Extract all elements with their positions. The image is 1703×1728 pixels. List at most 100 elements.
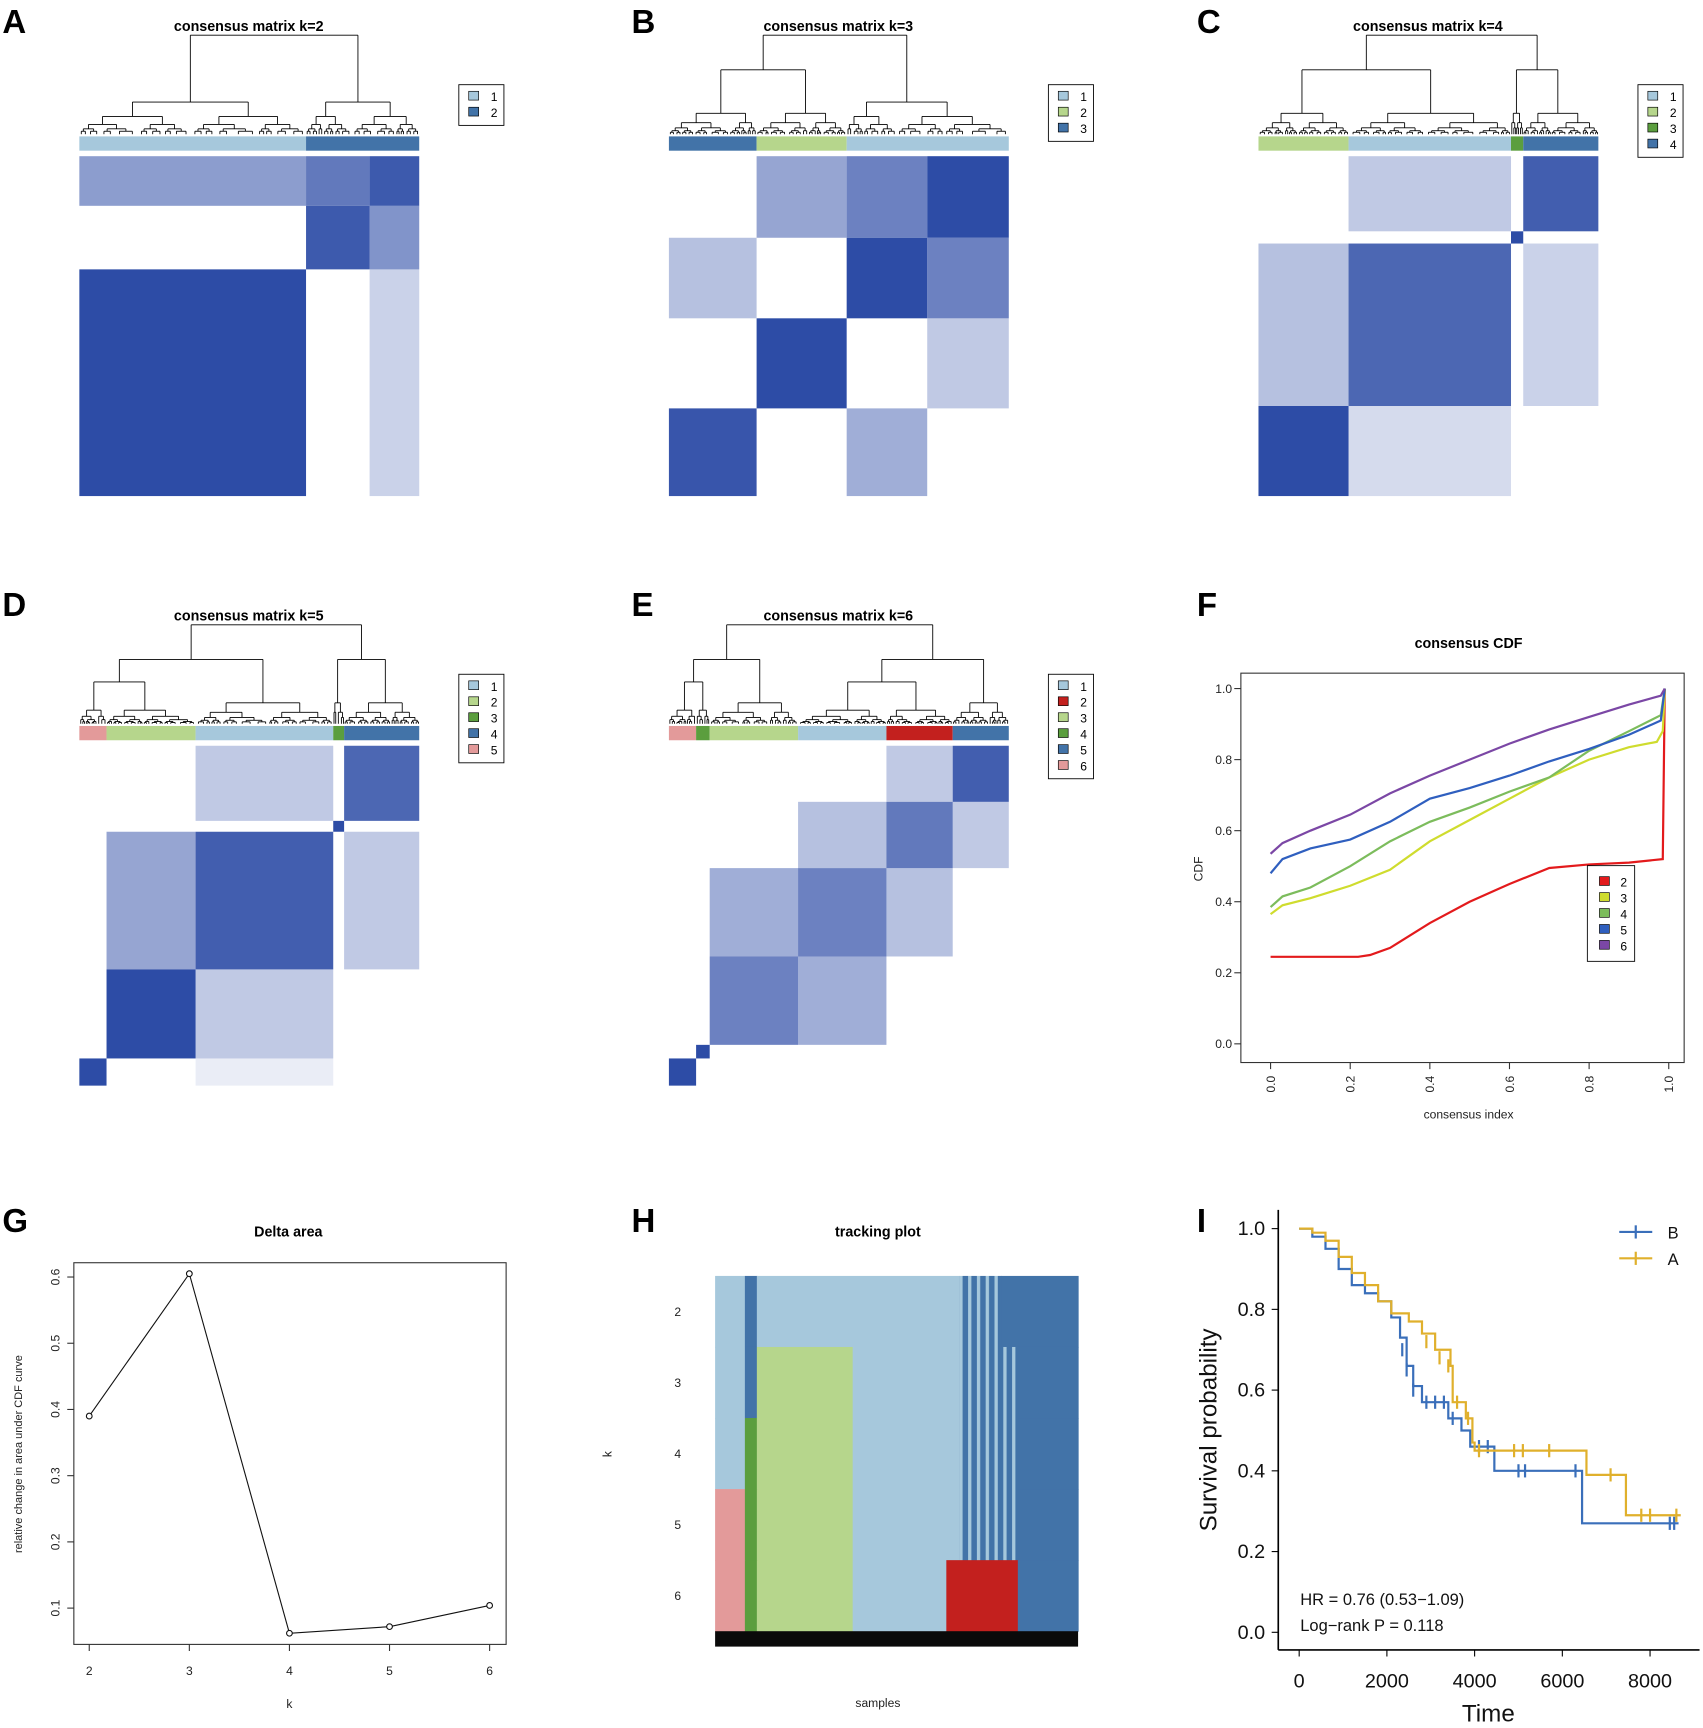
consensus-offdiag-block (798, 801, 887, 869)
legend-swatch (1057, 106, 1069, 117)
legend: 1 2 3 (1047, 84, 1094, 142)
x-tick-label: 0.6 (1503, 1075, 1517, 1092)
legend-label: 2 (1080, 696, 1087, 710)
consensus-block (306, 205, 370, 270)
legend-label: 2 (1670, 106, 1677, 120)
tracking-segment (959, 1418, 1019, 1490)
legend-swatch (468, 696, 479, 706)
legend-swatch (1057, 680, 1069, 690)
delta-point (185, 1270, 193, 1278)
legend-box (1637, 84, 1684, 158)
y-tick-label: 0.6 (49, 1268, 63, 1285)
cluster-bar-segment (846, 136, 1009, 151)
consensus-offdiag-block (1258, 243, 1349, 407)
tracking-segment (1001, 1275, 1079, 1348)
cluster-bar-segment (1523, 136, 1599, 151)
legend-swatch (1057, 696, 1069, 706)
y-tick-label: 0.4 (1238, 1460, 1266, 1482)
panel-label-b: B (632, 3, 656, 40)
legend-label: 2 (1620, 876, 1627, 890)
sample-bar (715, 1631, 1079, 1647)
consensus-block (1523, 156, 1599, 232)
y-tick-label: 4 (674, 1447, 681, 1461)
delta-point (486, 1602, 494, 1609)
legend-label: 4 (1080, 728, 1087, 742)
tracking-segment (744, 1346, 758, 1419)
legend-label: 1 (1080, 680, 1087, 694)
x-tick-label: 0.2 (1344, 1075, 1358, 1092)
dendrogram (669, 624, 1009, 724)
consensus-offdiag-block (306, 156, 370, 206)
legend-swatch (1599, 876, 1610, 886)
cdf-line-k3 (1269, 688, 1666, 916)
legend-box (458, 673, 505, 764)
tracking-segment (744, 1560, 758, 1632)
legend-label: 5 (1080, 744, 1087, 758)
legend-swatch (1057, 744, 1069, 754)
legend-box (1047, 84, 1094, 142)
cluster-bar-segment (696, 725, 710, 741)
legend-swatch (468, 90, 479, 101)
km-xlabel: Time (1462, 1700, 1515, 1727)
tracking-segment (1017, 1346, 1079, 1419)
delta-xlabel: k (286, 1697, 293, 1711)
cluster-bar-segment (333, 725, 345, 741)
legend-swatch (468, 106, 479, 117)
delta-line (88, 1272, 490, 1634)
cluster-bar-segment (668, 136, 757, 151)
tracking-ylabel: k (601, 1450, 615, 1457)
legend-label: 6 (1080, 760, 1087, 774)
consensus-block (333, 820, 345, 832)
cdf-plot: 0.0 0.2 0.4 0.6 0.8 1.0 0.0 0.2 0.4 0.6 0.8 1.0 23 4 5… (1215, 672, 1685, 1093)
cluster-bar-segment (79, 136, 307, 151)
x-tick-label: 5 (386, 1664, 393, 1678)
consensus-offdiag-block (952, 801, 1009, 869)
consensus-offdiag-block (195, 745, 334, 821)
tracking-xlabel: samples (855, 1696, 900, 1710)
delta-point (85, 1412, 93, 1420)
cluster-bar-segment (306, 136, 420, 151)
legend-box (1586, 865, 1636, 962)
y-tick-label: 0.8 (1215, 753, 1232, 767)
consensus-block (344, 745, 420, 821)
consensus-offdiag-block (369, 269, 420, 497)
cdf-line-k6 (1269, 688, 1666, 855)
cluster-bar-segment (886, 725, 953, 741)
tracking-title: tracking plot (835, 1224, 921, 1240)
consensus-block (79, 1058, 107, 1086)
legend-label: 3 (491, 712, 498, 726)
heatmap-title-k6: consensus matrix k=6 (763, 608, 913, 624)
heatmap-title-k2: consensus matrix k=2 (174, 19, 324, 35)
tracking-segment (715, 1346, 746, 1419)
consensus-block (886, 801, 953, 869)
dendrogram (1259, 34, 1598, 135)
consensus-offdiag-block (106, 831, 196, 970)
tracking-segment (1017, 1418, 1079, 1490)
legend-swatch (1599, 892, 1610, 902)
dendrogram (80, 624, 419, 724)
legend: 1 2 3 4 5 6 (1047, 673, 1094, 780)
x-tick-label: 8000 (1628, 1670, 1672, 1692)
y-tick-label: 0.2 (49, 1533, 63, 1550)
y-tick-label: 0.1 (49, 1599, 63, 1616)
heatmap-title-k3: consensus matrix k=3 (763, 19, 913, 35)
legend-label: 2 (491, 106, 498, 120)
delta-title: Delta area (254, 1224, 323, 1240)
cluster-bar-segment (344, 725, 420, 741)
dendrogram (669, 34, 1006, 135)
tracking-segment (852, 1346, 960, 1419)
dendrogram (80, 34, 419, 135)
consensus-block (696, 1044, 710, 1059)
y-tick-label: 0.2 (1215, 966, 1232, 980)
consensus-offdiag-block (798, 956, 887, 1045)
legend-label: 4 (1670, 138, 1677, 152)
consensus-offdiag-block (886, 868, 953, 957)
cluster-bar-segment (1511, 136, 1524, 151)
tracking-segment (852, 1560, 947, 1632)
tracking-segment (852, 1418, 960, 1490)
consensus-offdiag-block (195, 1058, 334, 1086)
legend-box (458, 84, 505, 126)
tracking-plot: 2 3 4 5 6 (674, 1275, 1079, 1647)
